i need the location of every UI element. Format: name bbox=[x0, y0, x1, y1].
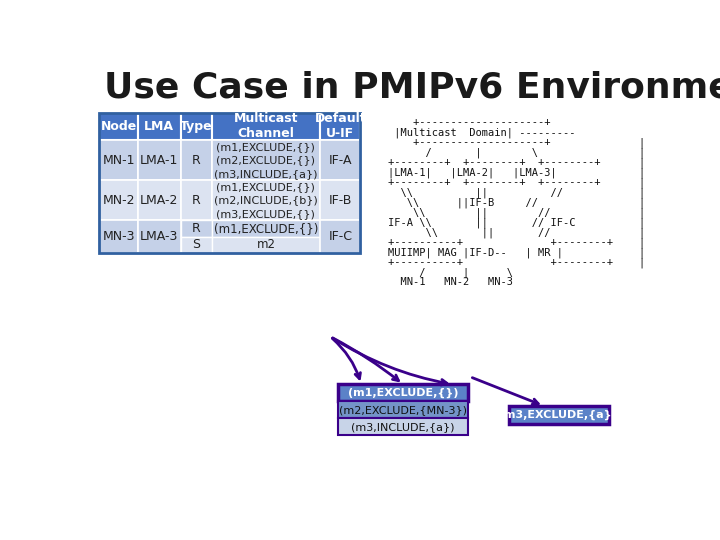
Text: Use Case in PMIPv6 Environment: Use Case in PMIPv6 Environment bbox=[104, 71, 720, 105]
Bar bbox=[99, 140, 138, 180]
Bar bbox=[320, 180, 361, 220]
Bar bbox=[338, 384, 468, 401]
Text: Multicast
Channel: Multicast Channel bbox=[234, 112, 298, 140]
Text: MN-1   MN-2   MN-3: MN-1 MN-2 MN-3 bbox=[388, 278, 513, 287]
Text: LMA-1: LMA-1 bbox=[140, 154, 179, 167]
Text: R: R bbox=[192, 194, 201, 207]
Text: IF-A: IF-A bbox=[328, 154, 352, 167]
Text: MN-1: MN-1 bbox=[102, 154, 135, 167]
Text: S: S bbox=[192, 238, 200, 251]
Bar bbox=[338, 418, 468, 435]
Text: (m3,INCLUDE,{a}): (m3,INCLUDE,{a}) bbox=[351, 422, 455, 431]
Text: MN-3: MN-3 bbox=[102, 230, 135, 243]
Text: |LMA-1|   |LMA-2|   |LMA-3|: |LMA-1| |LMA-2| |LMA-3| bbox=[388, 167, 557, 178]
Text: |: | bbox=[639, 237, 645, 248]
Text: |: | bbox=[639, 147, 645, 158]
Text: R: R bbox=[192, 154, 201, 167]
Bar bbox=[99, 112, 138, 140]
Text: \\       ||       //: \\ || // bbox=[388, 227, 551, 238]
Text: Type: Type bbox=[180, 120, 212, 133]
Text: LMA: LMA bbox=[145, 120, 174, 133]
Text: |: | bbox=[639, 137, 645, 147]
Text: +--------------------+: +--------------------+ bbox=[388, 137, 551, 147]
Text: |: | bbox=[639, 217, 645, 228]
Text: |: | bbox=[639, 187, 645, 198]
Bar bbox=[138, 112, 181, 140]
Text: +----------+              +--------+: +----------+ +--------+ bbox=[388, 237, 613, 247]
Bar bbox=[181, 220, 212, 237]
Bar bbox=[212, 140, 320, 180]
Text: {m3,EXCLUDE,{a}}: {m3,EXCLUDE,{a}} bbox=[497, 410, 621, 420]
Text: |: | bbox=[639, 167, 645, 178]
Text: (m1,EXCLUDE,{}): (m1,EXCLUDE,{}) bbox=[348, 388, 459, 398]
Text: |: | bbox=[639, 257, 645, 268]
Text: LMA-3: LMA-3 bbox=[140, 230, 179, 243]
Text: (m1,EXCLUDE,{}): (m1,EXCLUDE,{}) bbox=[217, 182, 315, 192]
Bar bbox=[508, 406, 609, 424]
Text: +--------------------+: +--------------------+ bbox=[388, 117, 551, 127]
Text: (m2,INCLUDE,{b}): (m2,INCLUDE,{b}) bbox=[214, 195, 318, 205]
Text: /       |        \: / | \ bbox=[388, 147, 539, 158]
Bar bbox=[138, 220, 181, 253]
Text: (m2,EXCLUDE,{}): (m2,EXCLUDE,{}) bbox=[217, 156, 315, 165]
Text: Default
U-IF: Default U-IF bbox=[315, 112, 366, 140]
Bar bbox=[99, 220, 138, 253]
Text: |: | bbox=[639, 227, 645, 238]
Text: MUIIMP| MAG |IF-D--   | MR |: MUIIMP| MAG |IF-D-- | MR | bbox=[388, 247, 563, 258]
Text: +--------+  +--------+  +--------+: +--------+ +--------+ +--------+ bbox=[388, 157, 601, 167]
Text: m2: m2 bbox=[256, 238, 276, 251]
Text: (m3,EXCLUDE,{}): (m3,EXCLUDE,{}) bbox=[217, 208, 315, 219]
Bar bbox=[138, 180, 181, 220]
Bar bbox=[138, 140, 181, 180]
Text: |: | bbox=[639, 157, 645, 168]
Text: +--------+  +--------+  +--------+: +--------+ +--------+ +--------+ bbox=[388, 177, 601, 187]
Text: (m1,EXCLUDE,{}): (m1,EXCLUDE,{}) bbox=[217, 142, 315, 152]
Bar bbox=[212, 112, 320, 140]
Text: (m3,INCLUDE,{a}): (m3,INCLUDE,{a}) bbox=[214, 168, 318, 179]
Text: /      |      \: / | \ bbox=[388, 267, 513, 278]
Text: R: R bbox=[192, 222, 201, 235]
Text: |: | bbox=[639, 207, 645, 218]
Text: LMA-2: LMA-2 bbox=[140, 194, 179, 207]
Text: IF-C: IF-C bbox=[328, 230, 352, 243]
Bar bbox=[99, 180, 138, 220]
Text: (m1,EXCLUDE,{}): (m1,EXCLUDE,{}) bbox=[214, 222, 318, 235]
Text: +----------+              +--------+: +----------+ +--------+ bbox=[388, 257, 613, 267]
Bar bbox=[212, 237, 320, 253]
Bar bbox=[181, 112, 212, 140]
Text: |Multicast  Domain| ---------: |Multicast Domain| --------- bbox=[388, 127, 576, 138]
Bar bbox=[181, 180, 212, 220]
Text: (m2,EXCLUDE,{MN-3}): (m2,EXCLUDE,{MN-3}) bbox=[339, 405, 467, 415]
Bar bbox=[181, 140, 212, 180]
Bar bbox=[212, 220, 320, 237]
Bar bbox=[212, 180, 320, 220]
Text: MN-2: MN-2 bbox=[102, 194, 135, 207]
Text: \\        ||        //: \\ || // bbox=[388, 207, 551, 218]
Bar bbox=[338, 401, 468, 418]
Bar bbox=[320, 220, 361, 253]
Bar bbox=[320, 112, 361, 140]
Text: \\          ||          //: \\ || // bbox=[388, 187, 563, 198]
Text: IF-A \\       ||       // IF-C: IF-A \\ || // IF-C bbox=[388, 217, 576, 228]
Text: |: | bbox=[639, 247, 645, 258]
Bar bbox=[99, 112, 361, 253]
Text: Node: Node bbox=[101, 120, 137, 133]
Bar bbox=[320, 140, 361, 180]
Bar bbox=[181, 237, 212, 253]
Text: |: | bbox=[639, 197, 645, 208]
Text: \\      ||IF-B     //: \\ ||IF-B // bbox=[388, 197, 539, 208]
Text: IF-B: IF-B bbox=[328, 194, 352, 207]
Text: |: | bbox=[639, 177, 645, 188]
